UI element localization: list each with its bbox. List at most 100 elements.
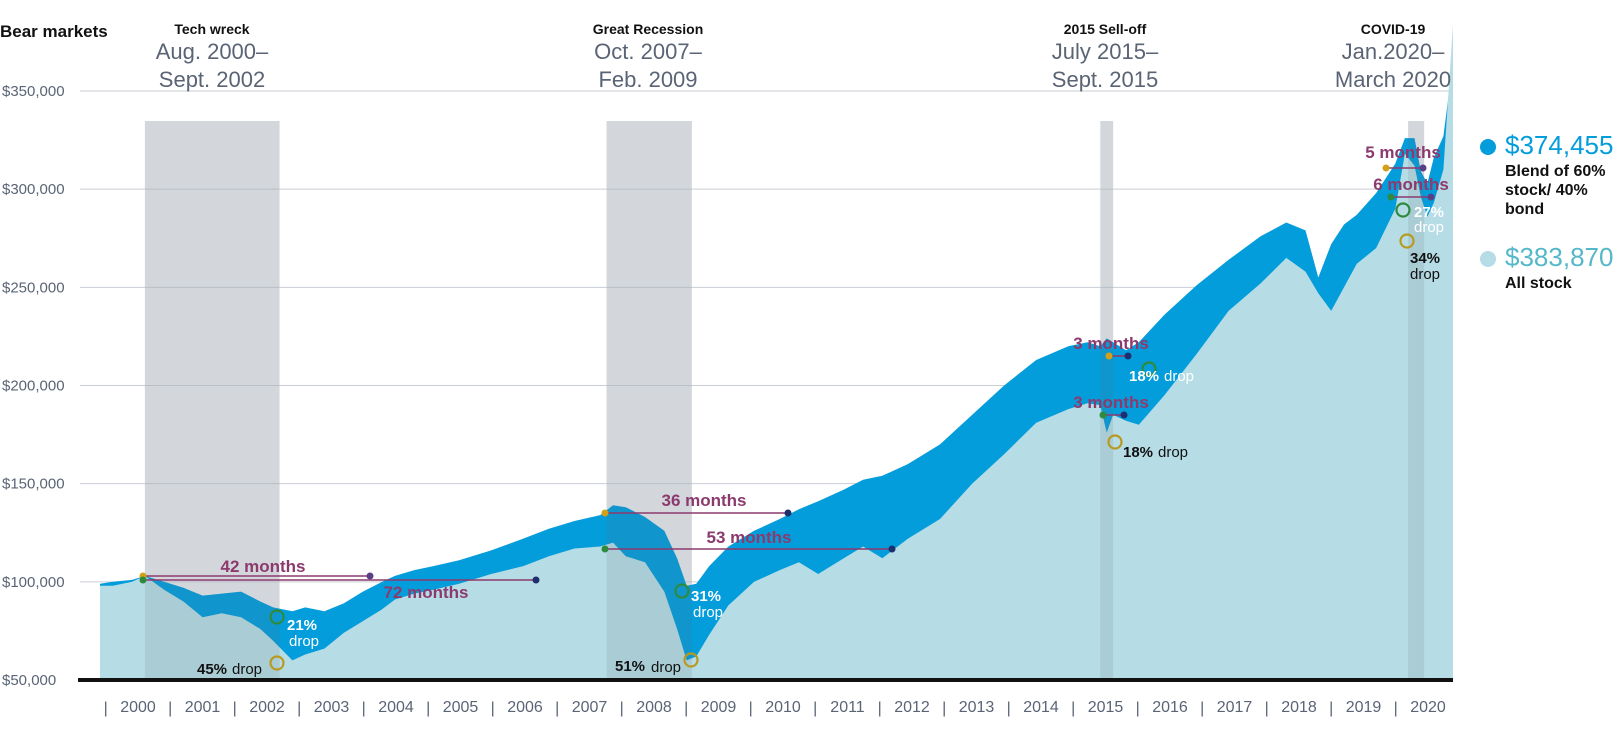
trough-marker (1395, 202, 1411, 218)
drop-word-label: drop (1414, 219, 1444, 236)
recovery-start-dot (601, 509, 609, 517)
drop-percent-label: 51% (615, 658, 645, 675)
y-tick-label: $250,000 (2, 279, 65, 296)
x-tick-separator: | (1265, 700, 1269, 717)
drop-word-label: drop (289, 633, 319, 650)
recovery-start-dot (139, 576, 147, 584)
x-tick-separator: | (1007, 700, 1011, 717)
x-tick-separator: | (104, 700, 108, 717)
x-tick-separator: | (878, 700, 882, 717)
drop-word-label: drop (651, 659, 681, 676)
trough-marker (269, 609, 285, 625)
recovery-start-dot (1099, 411, 1107, 419)
x-tick-label: 2012 (894, 699, 930, 716)
legend-blend-value: $374,455 (1505, 130, 1614, 160)
x-tick-label: 2009 (701, 699, 737, 716)
drop-word-label: drop (1410, 266, 1440, 283)
recovery-end-dot (532, 576, 540, 584)
x-tick-separator: | (233, 700, 237, 717)
recovery-duration-label: 3 months (1073, 393, 1149, 412)
x-tick-separator: | (1071, 700, 1075, 717)
recovery-end-dot (1427, 193, 1435, 201)
x-tick-separator: | (168, 700, 172, 717)
bear-market-name: Tech wreck (174, 21, 250, 37)
x-tick-separator: | (297, 700, 301, 717)
x-tick-separator: | (555, 700, 559, 717)
bear-market-end: Sept. 2015 (1051, 67, 1159, 92)
drop-percent-label: 18% (1123, 444, 1153, 461)
x-tick-separator: | (749, 700, 753, 717)
x-tick-separator: | (1394, 700, 1398, 717)
y-tick-label: $350,000 (2, 83, 65, 100)
recovery-end-dot (366, 572, 374, 580)
x-tick-label: 2010 (765, 699, 801, 716)
legend-all-stock-label: All stock (1505, 275, 1572, 292)
drop-percent-label: 31% (691, 588, 721, 605)
bear-market-header-great-recession: Great Recession Oct. 2007– Feb. 2009 (528, 20, 768, 94)
x-tick-label: 2019 (1346, 699, 1382, 716)
legend-all-stock-swatch (1480, 251, 1496, 267)
x-tick-label: 2018 (1281, 699, 1317, 716)
trough-marker (269, 655, 285, 671)
x-tick-label: 2005 (443, 699, 479, 716)
trough-marker (683, 652, 699, 668)
bear-markets-title: Bear markets (0, 22, 108, 41)
x-tick-label: 2000 (120, 699, 156, 716)
y-tick-label: $200,000 (2, 378, 65, 395)
x-tick-label: 2003 (314, 699, 350, 716)
trough-marker (1107, 434, 1123, 450)
drop-word-label: drop (693, 604, 723, 621)
recovery-start-dot (1387, 193, 1395, 201)
x-tick-separator: | (942, 700, 946, 717)
bear-market-overlay (1100, 121, 1114, 680)
x-tick-separator: | (813, 700, 817, 717)
drop-percent-label: 45% (197, 661, 227, 678)
drop-percent-label: 34% (1410, 250, 1440, 267)
x-tick-separator: | (684, 700, 688, 717)
bear-market-header-tech-wreck: Tech wreck Aug. 2000– Sept. 2002 (92, 20, 332, 94)
bear-market-overlay (1408, 121, 1425, 680)
x-tick-label: 2004 (378, 699, 414, 716)
bear-market-end: Feb. 2009 (598, 67, 698, 92)
bear-market-overlay (144, 121, 280, 680)
x-tick-separator: | (620, 700, 624, 717)
recovery-end-dot (784, 509, 792, 517)
bear-market-end: Sept. 2002 (158, 67, 266, 92)
y-tick-label: $300,000 (2, 181, 65, 198)
x-tick-separator: | (491, 700, 495, 717)
x-tick-label: 2020 (1410, 699, 1446, 716)
recovery-duration-label: 42 months (220, 557, 305, 576)
x-tick-separator: | (1136, 700, 1140, 717)
x-tick-label: 2011 (830, 699, 865, 716)
y-tick-label: $100,000 (2, 574, 65, 591)
bear-market-name: Great Recession (592, 21, 704, 37)
recovery-duration-label: 53 months (706, 528, 791, 547)
legend-blend-label: Blend of 60% stock/ 40% bond (1505, 163, 1606, 218)
recovery-duration-label: 72 months (383, 583, 468, 602)
trough-marker (1141, 361, 1157, 377)
recovery-duration-label: 6 months (1373, 175, 1449, 194)
legend-blend-swatch (1480, 139, 1496, 155)
bear-market-header-covid: COVID-19 Jan.2020– March 2020 (1273, 20, 1513, 94)
bear-market-start: Oct. 2007– (594, 39, 702, 64)
drop-word-label: drop (1164, 368, 1194, 385)
trough-marker (674, 583, 690, 599)
recovery-start-dot (1105, 352, 1113, 360)
bear-market-start: Aug. 2000– (155, 39, 269, 64)
bear-market-name: 2015 Sell-off (1063, 21, 1147, 37)
x-tick-label: 2007 (572, 699, 608, 716)
drop-word-label: drop (1158, 444, 1188, 461)
bear-market-start: Jan.2020– (1341, 39, 1445, 64)
x-tick-separator: | (362, 700, 366, 717)
drop-percent-label: 27% (1414, 204, 1444, 221)
trough-marker (1399, 233, 1415, 249)
recovery-start-dot (601, 545, 609, 553)
x-tick-label: 2016 (1152, 699, 1188, 716)
recovery-duration-label: 3 months (1073, 334, 1149, 353)
recovery-duration-label: 36 months (661, 491, 746, 510)
x-tick-label: 2015 (1088, 699, 1124, 716)
x-tick-label: 2006 (507, 699, 543, 716)
x-tick-separator: | (1329, 700, 1333, 717)
legend-all-stock-value: $383,870 (1505, 242, 1614, 272)
